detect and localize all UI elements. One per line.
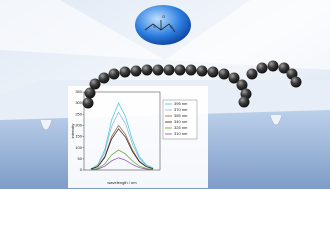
y-axis-label: intensity (70, 124, 75, 139)
sphere (152, 64, 164, 76)
y-tick-label: 100 (75, 145, 82, 150)
sphere (218, 68, 230, 80)
sphere (130, 65, 142, 77)
sphere (141, 64, 153, 76)
y-tick-label: 50 (78, 156, 83, 161)
sphere (246, 68, 258, 80)
legend-label: 395 nm (174, 101, 188, 106)
plot-frame (83, 91, 161, 171)
light-beam (0, 0, 165, 60)
y-tick-label: 150 (75, 134, 82, 139)
well (269, 114, 283, 126)
legend-label: 310 nm (174, 131, 188, 136)
molecule-bonds (144, 20, 176, 33)
y-tick-label: 200 (75, 122, 82, 127)
sphere (119, 66, 131, 78)
page: S O S 0 50 100 150 200 250 300 350 wavelength / … (0, 0, 330, 189)
y-tick-label: 350 (75, 89, 82, 94)
molecule-disc (135, 5, 191, 45)
legend-label: 325 nm (174, 125, 188, 130)
sphere (185, 64, 197, 76)
sphere (196, 65, 208, 77)
sphere (267, 60, 279, 72)
series-line (90, 149, 154, 170)
sphere (82, 97, 94, 109)
x-axis-label: wavelength / nm (107, 180, 137, 185)
sphere (174, 64, 186, 76)
sphere (207, 66, 219, 78)
legend-label: 370 nm (174, 107, 188, 112)
sphere (108, 68, 120, 80)
sphere (236, 79, 248, 91)
sphere (228, 72, 240, 84)
atom-label: S (170, 24, 173, 29)
series-line (90, 157, 154, 171)
sphere (89, 78, 101, 90)
sphere (84, 87, 96, 99)
sphere (163, 64, 175, 76)
sphere (256, 62, 268, 74)
atom-label: S (153, 24, 156, 29)
series-line (90, 111, 154, 170)
y-tick-label: 300 (75, 100, 82, 105)
well (39, 119, 53, 131)
series-line (90, 102, 154, 169)
legend-box (162, 99, 198, 140)
light-beam (165, 0, 330, 70)
y-tick-label: 0 (80, 167, 83, 172)
y-tick-label: 250 (75, 111, 82, 116)
graphic: S O S 0 50 100 150 200 250 300 350 wavelength / … (0, 0, 330, 189)
series-line (90, 128, 154, 170)
atom-label: O (162, 14, 165, 19)
sphere (278, 62, 290, 74)
sphere-chain (82, 60, 302, 109)
sphere (238, 96, 250, 108)
legend-label: 340 nm (174, 119, 188, 124)
sphere (98, 72, 110, 84)
legend-label: 355 nm (174, 113, 188, 118)
sphere (290, 76, 302, 88)
